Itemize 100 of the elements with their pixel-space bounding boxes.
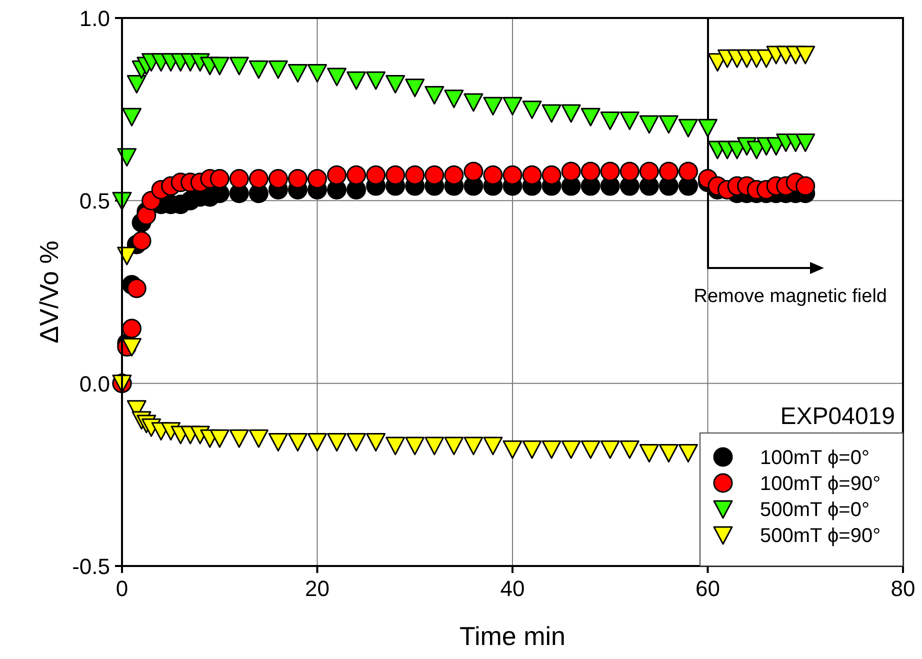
- y-tick-label: 0.5: [79, 188, 110, 214]
- point: [122, 108, 142, 126]
- point: [424, 86, 444, 104]
- point: [405, 436, 425, 456]
- point: [126, 278, 146, 298]
- point: [122, 318, 142, 338]
- point: [620, 112, 640, 130]
- point: [366, 433, 386, 452]
- y-tick-label: 0.0: [79, 371, 110, 396]
- point: [268, 60, 288, 79]
- annotation: Remove magnetic field: [694, 286, 887, 307]
- point: [483, 436, 503, 456]
- point: [405, 78, 425, 98]
- point: [580, 108, 600, 126]
- point: [210, 168, 230, 188]
- point: [366, 71, 386, 90]
- point: [502, 96, 522, 116]
- point: [464, 436, 484, 456]
- point: [268, 433, 288, 452]
- x-tick-label: 80: [890, 576, 916, 601]
- point: [639, 162, 659, 182]
- point: [210, 429, 230, 448]
- point: [464, 162, 484, 182]
- point: [210, 56, 230, 76]
- point: [117, 148, 137, 167]
- point: [346, 165, 366, 185]
- point: [658, 115, 678, 134]
- point: [678, 118, 698, 138]
- point: [483, 165, 503, 185]
- point: [502, 165, 522, 185]
- point: [522, 100, 542, 120]
- point: [620, 440, 640, 459]
- point: [327, 165, 347, 185]
- point: [229, 168, 249, 188]
- point: [288, 433, 308, 452]
- point: [600, 162, 620, 182]
- x-tick-label: 60: [696, 576, 720, 601]
- point: [405, 165, 425, 185]
- point: [542, 440, 562, 459]
- point: [366, 165, 386, 185]
- point: [483, 96, 503, 116]
- point: [502, 440, 522, 459]
- point: [464, 93, 484, 112]
- point: [248, 168, 268, 188]
- annotation: EXP04019: [780, 403, 895, 430]
- point: [542, 165, 562, 185]
- point: [639, 115, 659, 134]
- x-tick-label: 40: [500, 576, 525, 601]
- point: [288, 64, 308, 83]
- point: [126, 75, 146, 94]
- point: [658, 444, 678, 462]
- point: [288, 168, 308, 188]
- point: [620, 162, 640, 182]
- point: [346, 71, 366, 90]
- legend-label: 500mT ϕ=90°: [760, 525, 881, 547]
- point: [796, 176, 816, 196]
- point: [386, 165, 406, 185]
- point: [600, 112, 620, 130]
- point: [561, 104, 581, 123]
- point: [561, 162, 581, 182]
- point: [386, 436, 406, 456]
- point: [229, 56, 249, 76]
- legend-label: 500mT ϕ=0°: [760, 499, 870, 521]
- point: [580, 162, 600, 182]
- point: [542, 104, 562, 123]
- point: [327, 433, 347, 452]
- x-axis-title: Time min: [460, 621, 566, 651]
- x-tick-label: 0: [116, 576, 128, 601]
- point: [386, 75, 406, 94]
- point: [678, 444, 698, 462]
- point: [522, 165, 542, 185]
- point: [698, 118, 718, 138]
- point: [424, 165, 444, 185]
- legend-label: 100mT ϕ=0°: [760, 447, 870, 469]
- point: [639, 444, 659, 462]
- point: [132, 231, 152, 251]
- y-tick-label: -0.5: [72, 554, 110, 579]
- y-tick-label: 1.0: [79, 6, 110, 31]
- point: [117, 246, 137, 266]
- point: [796, 46, 816, 64]
- y-axis-title: ΔV/Vo %: [34, 240, 64, 344]
- point: [346, 433, 366, 452]
- point: [248, 429, 268, 448]
- point: [600, 440, 620, 459]
- point: [327, 68, 347, 86]
- point: [308, 64, 327, 83]
- point: [796, 133, 816, 152]
- point: [308, 433, 327, 452]
- point: [248, 60, 268, 79]
- point: [308, 168, 327, 188]
- point: [580, 440, 600, 459]
- point: [658, 162, 678, 182]
- legend-label: 100mT ϕ=90°: [760, 473, 881, 495]
- point: [268, 168, 288, 188]
- x-tick-label: 20: [305, 576, 330, 601]
- point: [229, 429, 249, 448]
- point: [561, 440, 581, 459]
- point: [522, 440, 542, 459]
- point: [444, 90, 464, 108]
- point: [444, 436, 464, 456]
